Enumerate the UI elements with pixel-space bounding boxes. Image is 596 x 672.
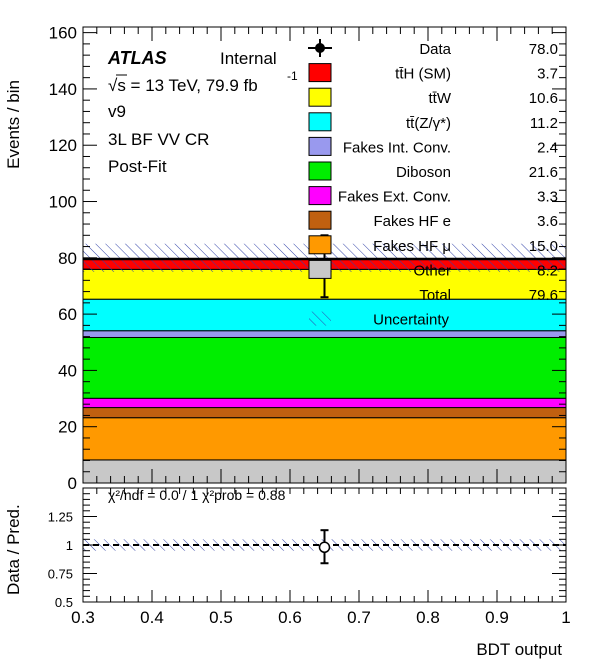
ratio-xtick-label-0: 0.3 <box>71 608 95 627</box>
ytick-label-5: 100 <box>49 193 77 212</box>
stack-bar-4 <box>82 336 567 399</box>
legend-label-5: Diboson <box>396 164 451 181</box>
legend-swatch-5 <box>308 161 332 181</box>
legend-label-3: tt̄(Z/γ*) <box>406 115 451 132</box>
legend-data-marker <box>315 43 325 53</box>
stack-bar-3 <box>82 397 567 409</box>
ratio-xtick-label-2: 0.5 <box>209 608 233 627</box>
ratio-xtick-label-1: 0.4 <box>140 608 164 627</box>
main-y-ticks: 0 20 40 60 80 100 120 140 160 <box>49 24 567 493</box>
legend-value-0: 78.0 <box>529 41 558 58</box>
legend-swatch-1 <box>308 63 332 83</box>
main-axes-box <box>82 26 567 484</box>
legend-label-10: Total <box>419 287 451 304</box>
ytick-label-3: 60 <box>58 305 77 324</box>
ytick-label-7: 140 <box>49 80 77 99</box>
info-region: 3L BF VV CR <box>108 130 209 149</box>
ratio-xtick-label-5: 0.8 <box>416 608 440 627</box>
ratio-xtick-label-3: 0.6 <box>278 608 302 627</box>
legend-label-11: Uncertainty <box>373 312 449 329</box>
legend-swatch-8 <box>308 235 332 255</box>
legend-swatch-7 <box>308 210 332 230</box>
legend-label-6: Fakes Ext. Conv. <box>338 189 451 206</box>
legend-swatch-3 <box>308 112 332 132</box>
ratio-ytick-label-2: 1 <box>66 538 73 553</box>
energy-label: √s = 13 TeV, 79.9 fb <box>108 76 258 95</box>
ratio-xtick-label-7: 1 <box>561 608 570 627</box>
legend-value-7: 3.6 <box>537 213 558 230</box>
atlas-label: ATLAS <box>107 48 167 68</box>
legend-swatch-6 <box>308 186 332 206</box>
legend-label-2: tt̄W <box>429 90 452 107</box>
legend-value-1: 3.7 <box>537 66 558 83</box>
ratio-xlabel: BDT output <box>476 640 562 659</box>
stack-bar-5 <box>82 330 567 338</box>
ratio-ytick-label-3: 1.25 <box>48 510 73 525</box>
info-version: v9 <box>108 102 126 121</box>
legend-value-3: 11.2 <box>530 115 558 132</box>
stack-bar-1 <box>82 417 567 461</box>
ytick-label-8: 160 <box>49 24 77 43</box>
ratio-xtick-label-4: 0.7 <box>347 608 371 627</box>
legend-swatch-4 <box>308 136 332 156</box>
legend-label-7: Fakes HF e <box>373 213 451 230</box>
ratio-ytick-label-0: 0.5 <box>55 595 73 610</box>
ytick-label-6: 120 <box>49 136 77 155</box>
legend-value-9: 8.2 <box>537 262 558 279</box>
legend-value-5: 21.6 <box>529 164 558 181</box>
legend: Data 78.0 tt̄H (SM) 3.7 tt̄W 10.6 tt̄(Z/γ*) 11.… <box>308 39 558 329</box>
legend-value-2: 10.6 <box>529 90 558 107</box>
ratio-x-ticks: 0.3 0.4 0.5 0.6 0.7 0.8 0.9 1 <box>71 488 571 627</box>
ratio-point <box>318 529 331 565</box>
ratio-xtick-label-6: 0.9 <box>485 608 509 627</box>
legend-label-0: Data <box>419 41 451 58</box>
legend-label-4: Fakes Int. Conv. <box>343 139 451 156</box>
atlas-status: Internal <box>220 49 277 68</box>
legend-swatch-9 <box>308 259 332 279</box>
stack-bar-2 <box>82 407 567 419</box>
legend-label-8: Fakes HF μ <box>373 238 451 255</box>
energy-exponent: -1 <box>287 69 298 83</box>
info-fit: Post-Fit <box>108 157 167 176</box>
stack-bar-0 <box>82 459 567 484</box>
main-frame <box>82 26 567 484</box>
legend-value-8: 15.0 <box>529 238 558 255</box>
legend-value-10: 79.6 <box>529 287 558 304</box>
legend-label-1: tt̄H (SM) <box>395 66 451 83</box>
ytick-label-2: 40 <box>58 361 77 380</box>
ratio-y-ticks: 0.5 0.75 1 1.25 <box>48 493 566 610</box>
chi2-text: χ²/ndf = 0.0 / 1 χ²prob = 0.88 <box>108 487 286 503</box>
legend-value-4: 2.4 <box>537 139 558 156</box>
ytick-label-1: 20 <box>58 418 77 437</box>
legend-swatch-2 <box>308 87 332 107</box>
main-ylabel: Events / bin <box>4 80 23 169</box>
legend-label-9: Other <box>413 262 451 279</box>
legend-hatch-swatch <box>309 311 331 326</box>
ratio-ytick-label-1: 0.75 <box>48 567 73 582</box>
legend-value-6: 3.3 <box>537 189 558 206</box>
ratio-marker <box>318 541 331 554</box>
ytick-label-4: 80 <box>58 249 77 268</box>
ratio-ylabel: Data / Pred. <box>4 504 23 595</box>
ytick-label-0: 0 <box>68 474 77 493</box>
